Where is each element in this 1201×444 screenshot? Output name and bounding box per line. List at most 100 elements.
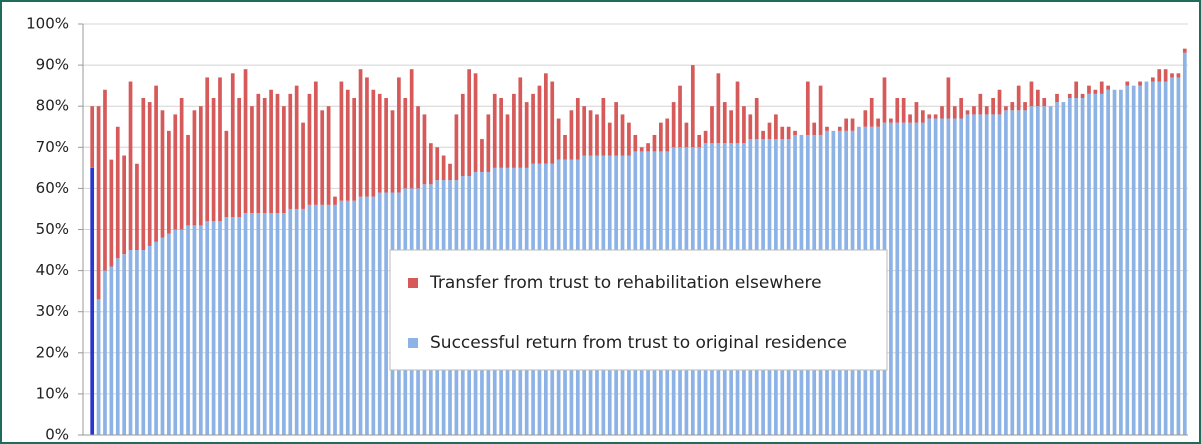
y-tick-label: 40%	[36, 261, 69, 279]
bar-segment	[543, 73, 548, 164]
bar-segment	[1144, 81, 1149, 435]
bar-segment	[697, 134, 702, 148]
bar-segment	[1074, 97, 1079, 435]
bar-segment	[1087, 85, 1091, 94]
bar-segment	[103, 89, 107, 271]
bar-segment	[288, 208, 293, 435]
y-tick-label: 0%	[45, 426, 69, 443]
bar-segment	[1151, 77, 1155, 82]
bar-segment	[595, 114, 599, 156]
bar-segment	[556, 118, 561, 160]
bar-segment	[243, 69, 248, 214]
bar-segment	[358, 196, 363, 435]
bar-segment	[735, 81, 740, 144]
bar-segment	[237, 97, 242, 218]
bar-segment	[345, 200, 350, 435]
bar-segment	[1163, 81, 1168, 435]
bar-segment	[1112, 89, 1117, 435]
y-tick-label: 70%	[36, 138, 69, 156]
bar-segment	[1099, 81, 1104, 94]
bar-segment	[230, 73, 235, 218]
bar-segment	[96, 106, 101, 300]
bar-segment	[614, 102, 618, 156]
bar-segment	[531, 93, 535, 164]
bar-segment	[192, 225, 197, 435]
y-tick-label: 90%	[36, 56, 69, 74]
bar-segment	[946, 118, 951, 435]
bar-segment	[761, 130, 765, 140]
bar-segment	[1067, 97, 1072, 435]
bar-segment	[512, 93, 516, 168]
bar-segment	[205, 77, 210, 222]
y-tick-label: 50%	[36, 220, 69, 238]
bar-segment	[435, 147, 440, 181]
bar-segment	[1023, 110, 1027, 435]
bar-segment	[1074, 81, 1079, 98]
bar-segment	[358, 69, 363, 197]
bar-segment	[780, 126, 785, 140]
bar-segment	[141, 250, 146, 435]
bar-segment	[352, 97, 357, 201]
y-tick-label: 10%	[36, 384, 69, 402]
bar-segment	[607, 122, 612, 156]
bar-segment	[307, 204, 312, 435]
bar-segment	[313, 204, 318, 435]
bar-segment	[984, 114, 989, 436]
bar-segment	[275, 93, 280, 214]
bar-segment	[1048, 106, 1053, 435]
bar-segment	[812, 122, 817, 135]
bar-segment	[920, 110, 925, 123]
bar-segment	[262, 213, 267, 435]
bar-segment	[1163, 69, 1168, 82]
bar-segment	[1016, 110, 1021, 435]
bar-segment	[997, 89, 1002, 115]
bar-segment	[282, 106, 286, 214]
bar-segment	[933, 114, 938, 119]
bar-segment	[1010, 102, 1015, 111]
bar-segment	[850, 118, 855, 131]
bar-segment	[1131, 85, 1136, 436]
bar-segment	[1138, 81, 1142, 86]
bar-segment	[690, 65, 695, 148]
bar-segment	[665, 118, 670, 152]
bar-segment	[333, 204, 337, 435]
bar-segment	[895, 122, 900, 435]
bar-segment	[403, 97, 408, 189]
bar-segment	[109, 159, 114, 267]
bar-segment	[377, 192, 382, 435]
bar-segment	[460, 93, 465, 177]
bar-segment	[646, 143, 650, 152]
bar-segment	[339, 81, 344, 201]
bar-segment	[90, 106, 95, 168]
bar-segment	[365, 196, 369, 435]
bar-segment	[198, 106, 203, 226]
bar-segment	[786, 126, 791, 140]
bar-segment	[205, 221, 210, 435]
bar-segment	[563, 134, 567, 160]
bar-segment	[889, 122, 893, 435]
bar-segment	[422, 114, 427, 185]
bar-segment	[774, 114, 778, 140]
bar-segment	[908, 114, 912, 123]
bar-segment	[192, 110, 197, 226]
legend-swatch	[408, 338, 418, 348]
bar-segment	[333, 196, 337, 205]
bar-segment	[339, 200, 344, 435]
bar-segment	[473, 73, 478, 172]
bar-segment	[1055, 102, 1059, 435]
bar-segment	[927, 118, 932, 435]
bar-segment	[480, 139, 484, 172]
bar-segment	[908, 122, 912, 435]
bar-segment	[569, 110, 574, 160]
bar-segment	[313, 81, 318, 205]
bar-segment	[428, 143, 433, 185]
bar-segment	[710, 106, 714, 144]
bar-segment	[1080, 93, 1085, 98]
bar-segment	[173, 229, 178, 435]
bar-segment	[991, 114, 995, 436]
bar-segment	[952, 118, 957, 435]
bar-segment	[1010, 110, 1015, 435]
bar-segment	[179, 97, 184, 230]
bar-segment	[601, 97, 606, 156]
bar-segment	[103, 270, 107, 435]
